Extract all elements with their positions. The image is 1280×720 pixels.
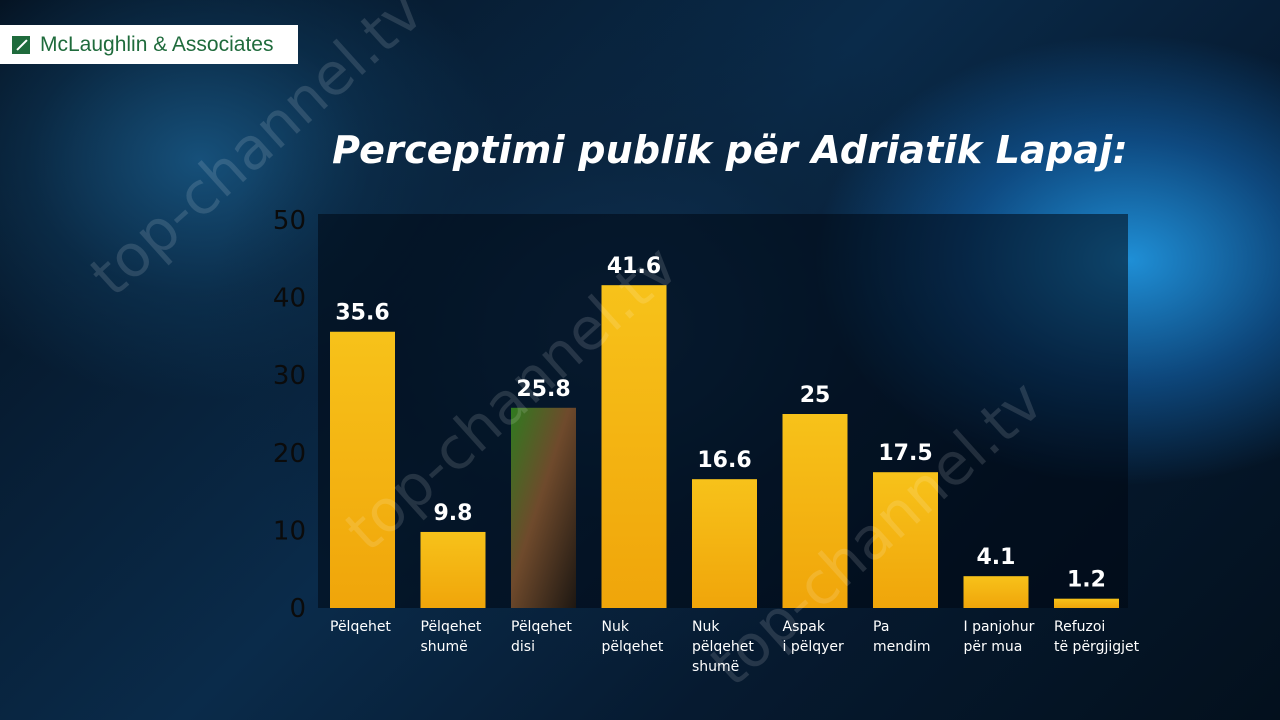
category-label: I panjohur për mua [964, 619, 1035, 655]
category-label: Pëlqehet disi [511, 619, 572, 655]
bar-value-label: 4.1 [977, 545, 1016, 570]
bar [511, 407, 576, 608]
bar-value-label: 1.2 [1067, 568, 1106, 593]
bar [1054, 598, 1119, 608]
category-label: Pa mendim [873, 619, 931, 655]
y-tick-label: 10 [273, 516, 306, 546]
logo-banner: McLaughlin & Associates [0, 25, 298, 64]
bar [692, 479, 757, 608]
bar [420, 531, 486, 608]
y-tick-label: 30 [273, 361, 306, 391]
chart-title: Perceptimi publik për Adriatik Lapaj: [332, 128, 1128, 172]
category-label: Refuzoi të përgjigjet [1054, 619, 1140, 655]
bar-value-label: 41.6 [607, 254, 661, 279]
bar [873, 472, 938, 608]
bar [601, 285, 667, 608]
bar [330, 331, 395, 608]
bar-value-label: 35.6 [335, 301, 389, 326]
y-tick-label: 0 [289, 594, 306, 624]
category-label: Aspak i pëlqyer [783, 619, 845, 655]
category-label: Nuk pëlqehet shumë [692, 619, 754, 675]
bar-value-label: 25.8 [516, 377, 570, 402]
bar-value-label: 16.6 [697, 448, 751, 473]
y-tick-label: 40 [273, 284, 306, 314]
category-label: Pëlqehet shumë [421, 619, 482, 655]
logo-icon [12, 35, 30, 54]
bar [963, 576, 1029, 608]
bar [782, 414, 848, 608]
category-label: Pëlqehet [330, 619, 391, 635]
y-tick-label: 20 [273, 439, 306, 469]
y-tick-label: 50 [273, 206, 306, 236]
category-label: Nuk pëlqehet [602, 619, 664, 655]
bar-value-label: 17.5 [878, 441, 932, 466]
bar-value-label: 25 [800, 383, 831, 408]
bar-value-label: 9.8 [434, 501, 473, 526]
logo-text: McLaughlin & Associates [40, 32, 274, 56]
